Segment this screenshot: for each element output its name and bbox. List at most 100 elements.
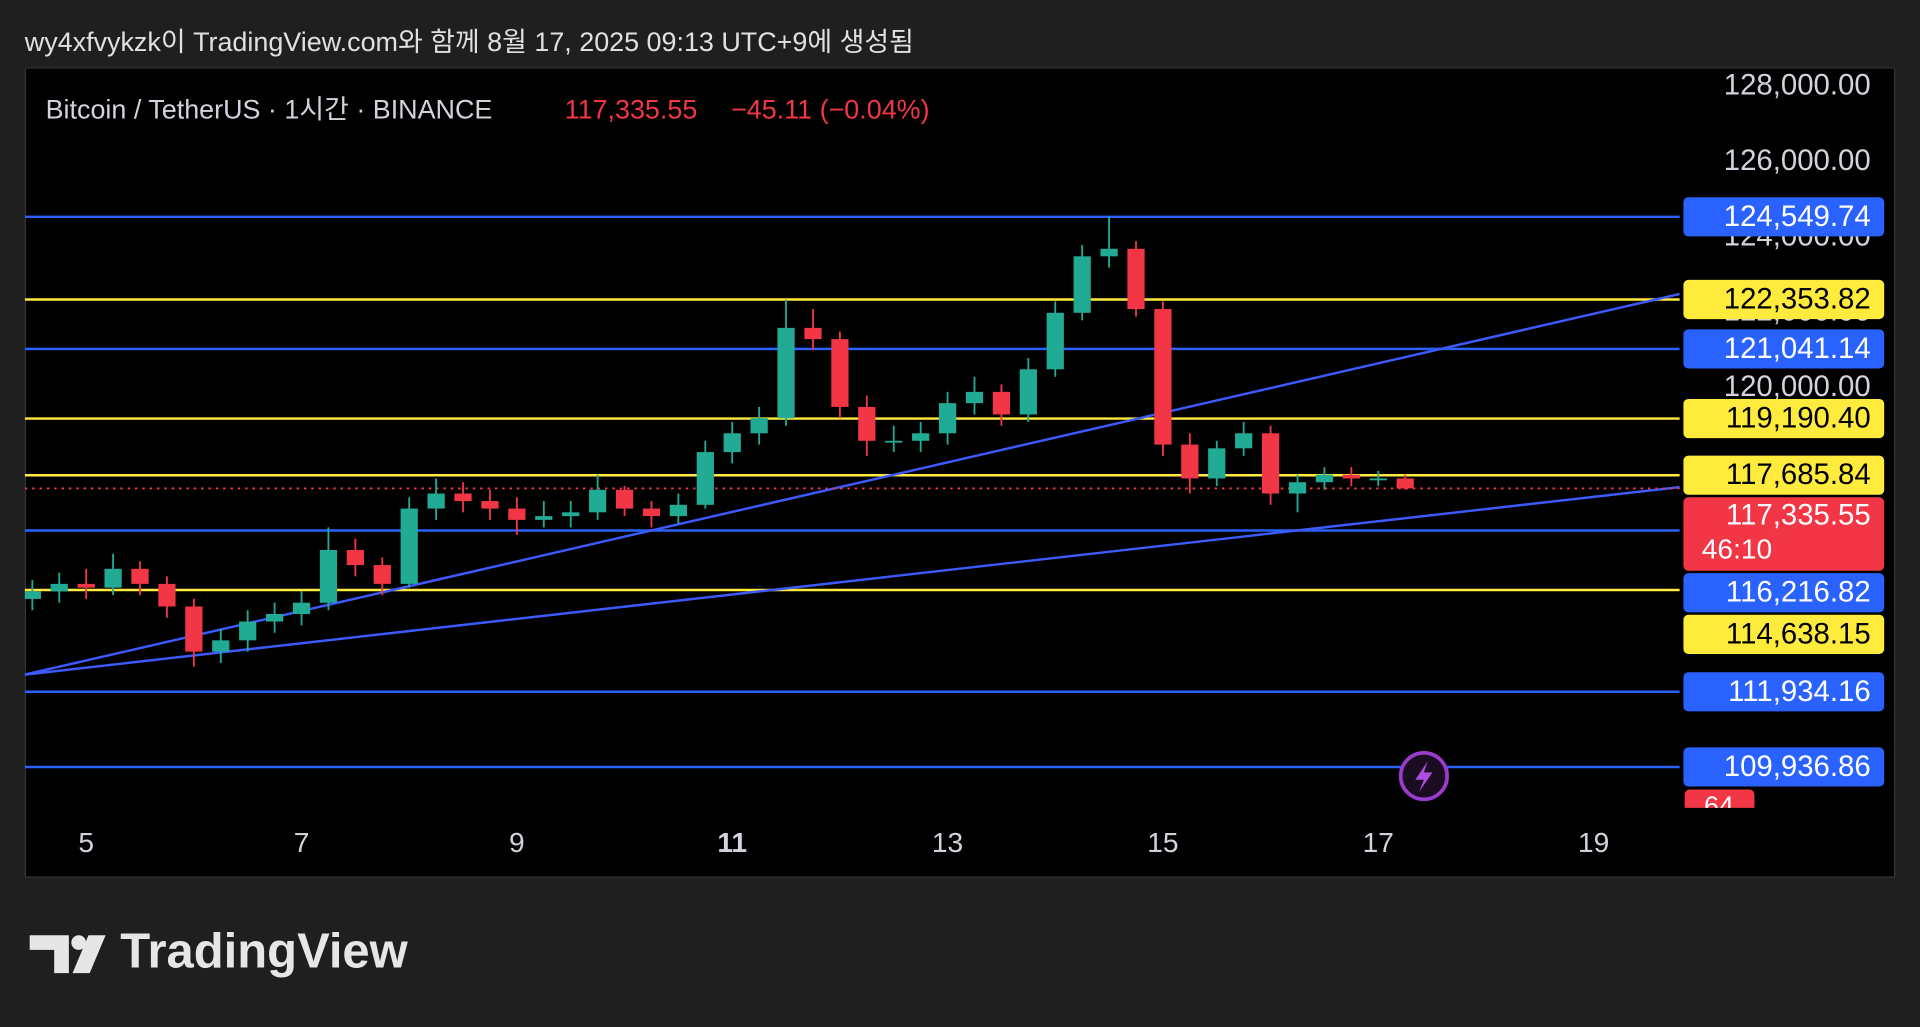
candle-body: [50, 583, 68, 592]
candle-body: [319, 549, 338, 603]
chart-panel: [24, 67, 1896, 878]
logo: TradingView: [29, 925, 409, 979]
last-price-tag-label: 117,335.55: [1726, 499, 1871, 532]
candle-body: [454, 493, 472, 502]
candle-body: [777, 327, 795, 419]
price-tag: [1683, 747, 1885, 787]
x-tick-label: 11: [717, 827, 747, 858]
price-tag-label: 116,216.82: [1726, 576, 1871, 609]
candle-body: [239, 621, 257, 641]
candle-body: [912, 433, 930, 441]
candle-body: [24, 591, 41, 599]
price-tag: [1683, 614, 1885, 654]
candle-body: [373, 565, 391, 584]
brand: TradingView: [120, 925, 408, 979]
candle-body: [1261, 433, 1280, 494]
candle-body: [1342, 474, 1360, 479]
volume-tag-label: 64: [1704, 791, 1734, 821]
x-tick-label: 9: [509, 827, 525, 858]
y-tick-label: 126,000.00: [1724, 144, 1871, 177]
x-tick-label: 5: [78, 827, 94, 858]
candle-body: [131, 568, 149, 584]
volume-tag-box: [1684, 789, 1755, 808]
y-tick-label: 120,000.00: [1724, 370, 1871, 403]
x-tick-label: 19: [1578, 827, 1609, 858]
price-change: −45.11 (−0.04%): [731, 95, 929, 125]
last-price-tag: [1683, 497, 1885, 571]
price-tag: [1683, 329, 1885, 369]
candle-body: [642, 508, 661, 517]
candle-body: [938, 403, 957, 434]
logo-slash: [72, 935, 106, 974]
price-tag: [1683, 672, 1885, 712]
candle-body: [589, 489, 607, 513]
logo-dot: [71, 935, 87, 950]
candle-body: [965, 391, 984, 404]
candle-body: [885, 440, 903, 443]
candle-body: [1073, 256, 1091, 313]
countdown: 46:10: [1702, 534, 1772, 565]
logo-mark: [29, 935, 69, 974]
candle-body: [481, 501, 499, 509]
candle-body: [615, 489, 634, 509]
x-tick-label: 7: [294, 827, 310, 858]
candle-body: [831, 339, 849, 407]
candle-body: [992, 391, 1011, 415]
y-tick-label: 128,000.00: [1724, 69, 1871, 102]
price-tag-label: 119,190.40: [1726, 402, 1871, 435]
symbol-title: Bitcoin / TetherUS · 1시간 · BINANCE: [46, 95, 493, 125]
candle-body: [265, 613, 284, 622]
x-tick-label: 17: [1363, 827, 1394, 858]
x-tick-label: 13: [932, 827, 963, 858]
price-tag-label: 109,936.86: [1724, 750, 1871, 783]
candle-body: [1046, 312, 1064, 370]
price-tag: [1683, 573, 1885, 613]
candle-body: [1369, 478, 1387, 481]
candle-body: [696, 452, 714, 505]
candle-body: [804, 327, 822, 340]
candle-body: [400, 508, 418, 584]
candle-body: [562, 512, 580, 517]
alert-bolt[interactable]: [1415, 761, 1433, 792]
candle-body: [346, 549, 364, 566]
price-tags: 124,549.74 122,353.82 121,041.14 119,190.40…: [1683, 197, 1885, 787]
candle-body: [858, 406, 876, 441]
volume-tag: 64: [1684, 789, 1755, 821]
x-tick-label: 15: [1147, 827, 1178, 858]
price-tag-label: 121,041.14: [1724, 332, 1871, 365]
price-tag-label: 114,638.15: [1726, 617, 1871, 650]
price-tag-label: 122,353.82: [1724, 282, 1871, 315]
price-tag-label: 124,549.74: [1724, 200, 1871, 233]
price-tag: [1683, 279, 1885, 320]
price-tag: [1683, 197, 1885, 237]
candle-body: [1288, 482, 1307, 494]
alert-icon[interactable]: [1398, 750, 1450, 802]
last-price: 117,335.55: [565, 95, 698, 125]
candle-body: [77, 583, 95, 588]
candle-body: [1208, 448, 1226, 479]
price-tag-label: 117,685.84: [1726, 458, 1871, 491]
candle-body: [104, 568, 122, 588]
header: wy4xfvykzk이 TradingView.com와 함께 8월 17, 2…: [24, 27, 914, 57]
candle-body: [1315, 474, 1334, 483]
candle-body: [185, 606, 203, 652]
candle-body: [158, 583, 176, 607]
candle-body: [212, 640, 230, 652]
price-tag: [1683, 398, 1885, 439]
candle-body: [1396, 478, 1414, 489]
candle-body: [750, 418, 768, 434]
candle-body: [1019, 369, 1037, 415]
candle-body: [1127, 248, 1145, 310]
candle-body: [508, 508, 526, 520]
price-tag-label: 111,934.16: [1728, 675, 1871, 708]
price-tag: [1683, 455, 1885, 495]
candle-body: [1100, 248, 1118, 257]
candle-body: [292, 602, 311, 614]
candle-body: [1154, 309, 1172, 445]
candle-body: [723, 433, 741, 453]
trend-line: [24, 485, 1680, 676]
candle-body: [427, 493, 445, 509]
candle-body: [535, 516, 553, 520]
